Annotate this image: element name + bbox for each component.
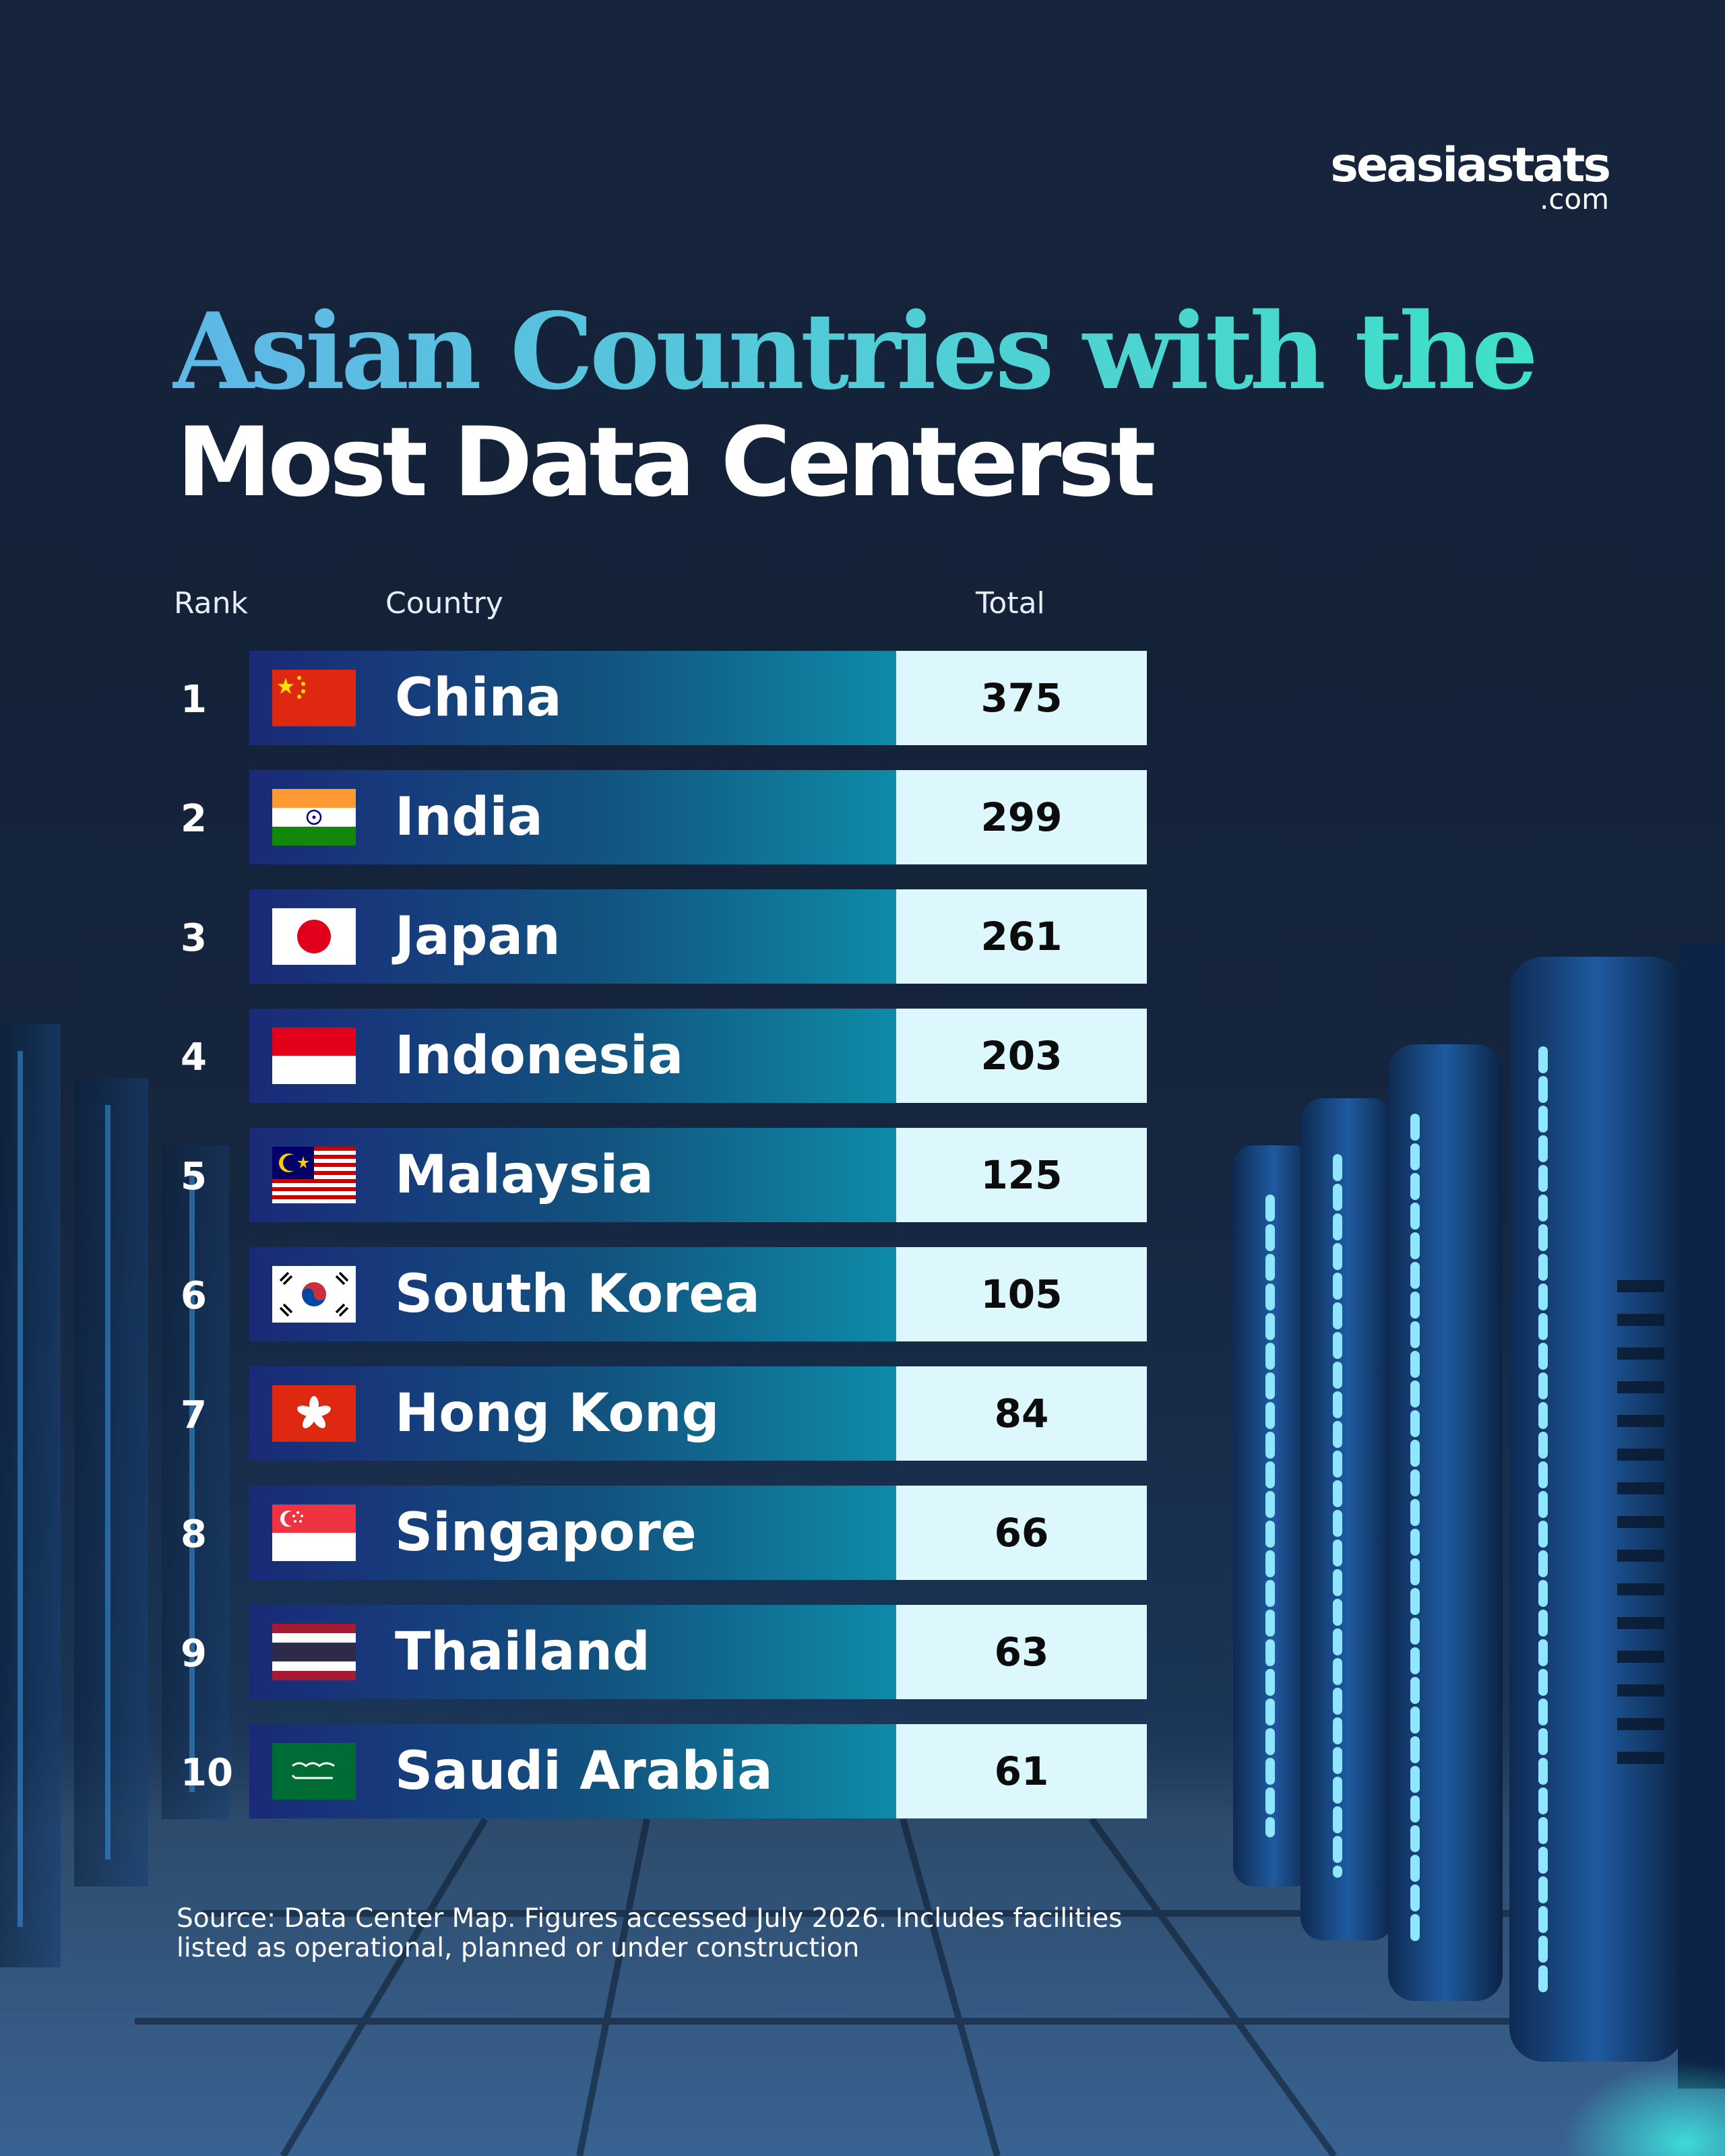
row-rank: 8 — [181, 1513, 207, 1556]
row-country: Indonesia — [395, 1025, 684, 1086]
row-country: Thailand — [395, 1622, 650, 1682]
thailand-flag-icon — [272, 1624, 356, 1680]
column-header-total: Total — [976, 586, 1045, 621]
row-total: 375 — [896, 651, 1147, 745]
brand-name: seasiastats — [1330, 137, 1611, 193]
china-flag-icon — [272, 670, 356, 726]
title-line-2: Most Data Centerst — [177, 407, 1156, 518]
row-bar — [249, 651, 896, 745]
row-country: Japan — [395, 906, 561, 967]
row-bar — [249, 1247, 896, 1341]
japan-flag-icon — [272, 908, 356, 965]
row-rank: 9 — [181, 1632, 207, 1676]
row-rank: 2 — [181, 797, 207, 841]
brand-logo: seasiastats .com — [1330, 137, 1611, 216]
row-total: 261 — [896, 889, 1147, 984]
indonesia-flag-icon — [272, 1027, 356, 1084]
row-rank: 3 — [181, 916, 207, 960]
row-rank: 6 — [181, 1274, 207, 1318]
row-rank: 10 — [181, 1751, 233, 1795]
row-rank: 1 — [181, 678, 207, 722]
row-total: 125 — [896, 1128, 1147, 1222]
row-rank: 4 — [181, 1036, 207, 1079]
row-bar — [249, 1128, 896, 1222]
row-country: China — [395, 668, 562, 728]
brand-suffix: .com — [1539, 183, 1609, 216]
row-bar — [249, 770, 896, 864]
row-bar — [249, 1486, 896, 1580]
saudi-arabia-flag-icon — [272, 1743, 356, 1800]
row-rank: 5 — [181, 1155, 207, 1199]
malaysia-flag-icon — [272, 1147, 356, 1203]
row-bar — [249, 1366, 896, 1461]
column-header-country: Country — [385, 586, 503, 621]
title-line-1: Asian Countries with the — [172, 290, 1538, 413]
row-total: 66 — [896, 1486, 1147, 1580]
row-total: 63 — [896, 1605, 1147, 1699]
row-bar — [249, 1724, 896, 1818]
row-country: South Korea — [395, 1264, 760, 1325]
row-rank: 7 — [181, 1393, 207, 1437]
row-country: India — [395, 787, 543, 848]
row-bar — [249, 1009, 896, 1103]
row-total: 299 — [896, 770, 1147, 864]
hong-kong-flag-icon — [272, 1385, 356, 1442]
row-bar — [249, 1605, 896, 1699]
row-total: 203 — [896, 1009, 1147, 1103]
row-country: Saudi Arabia — [395, 1741, 773, 1802]
row-total: 61 — [896, 1724, 1147, 1818]
row-country: Hong Kong — [395, 1383, 720, 1444]
row-bar — [249, 889, 896, 984]
column-header-rank: Rank — [174, 586, 248, 621]
source-note: Source: Data Center Map. Figures accesse… — [177, 1903, 1123, 1963]
row-total: 105 — [896, 1247, 1147, 1341]
india-flag-icon — [272, 789, 356, 846]
row-country: Singapore — [395, 1502, 697, 1563]
row-total: 84 — [896, 1366, 1147, 1461]
south-korea-flag-icon — [272, 1266, 356, 1323]
row-country: Malaysia — [395, 1145, 654, 1205]
singapore-flag-icon — [272, 1504, 356, 1561]
